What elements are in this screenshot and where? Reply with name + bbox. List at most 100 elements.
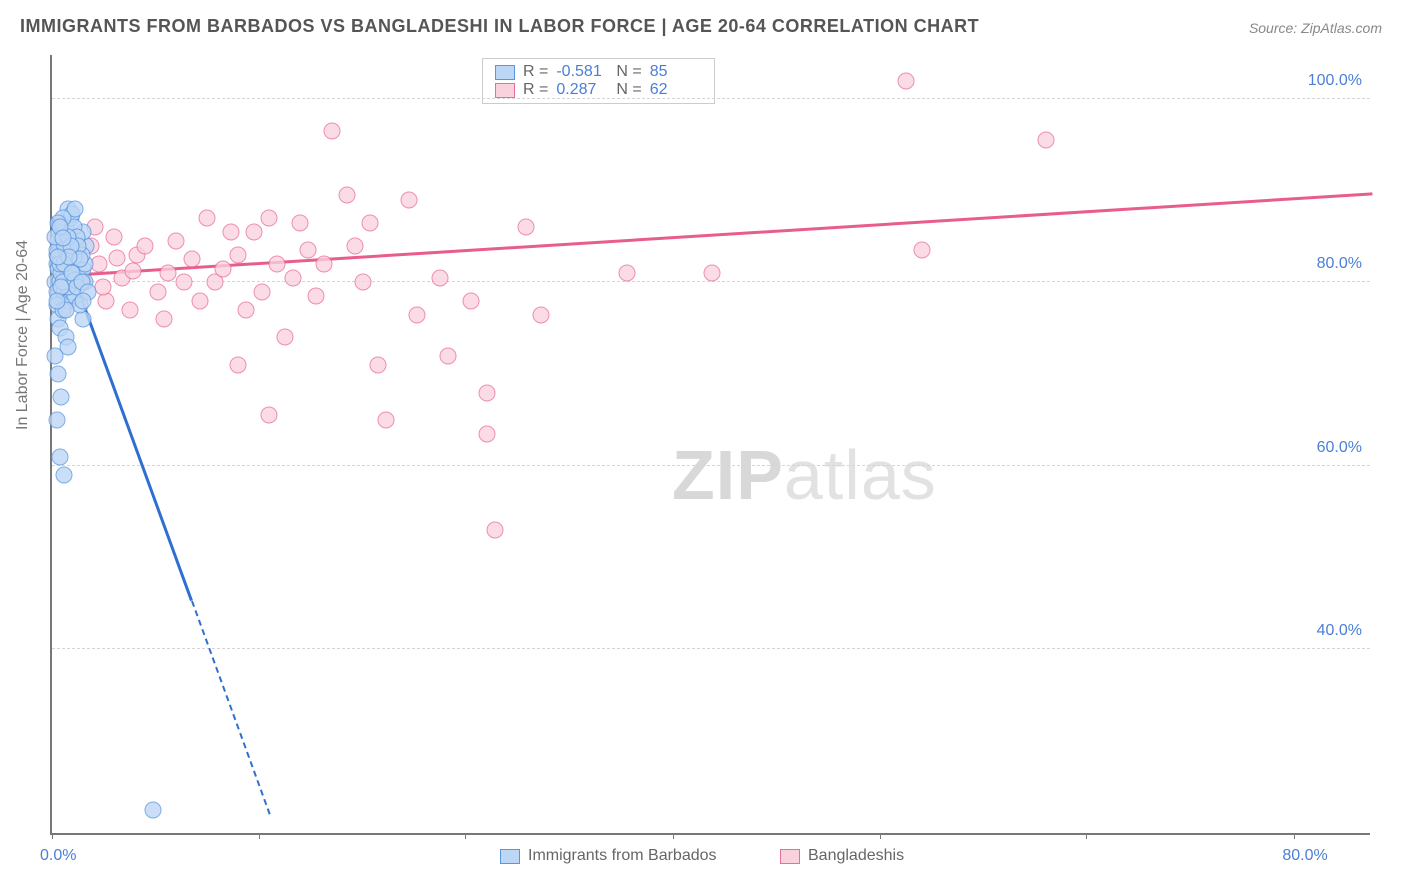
data-point <box>346 237 363 254</box>
data-point <box>75 292 92 309</box>
data-point <box>261 210 278 227</box>
data-point <box>50 248 67 265</box>
legend-n-label: N = <box>616 63 641 81</box>
y-tick-label: 80.0% <box>1317 255 1362 273</box>
data-point <box>486 522 503 539</box>
y-tick-label: 100.0% <box>1308 72 1362 90</box>
legend-r-value: -0.581 <box>556 63 608 81</box>
x-tick-mark <box>465 833 466 839</box>
chart-title: IMMIGRANTS FROM BARBADOS VS BANGLADESHI … <box>20 16 979 37</box>
legend-swatch <box>500 849 520 864</box>
y-tick-label: 40.0% <box>1317 622 1362 640</box>
data-point <box>440 347 457 364</box>
data-point <box>339 187 356 204</box>
source-attribution: Source: ZipAtlas.com <box>1249 20 1382 36</box>
data-point <box>478 425 495 442</box>
data-point <box>47 347 64 364</box>
data-point <box>222 223 239 240</box>
gridline-h <box>52 465 1370 466</box>
data-point <box>56 467 73 484</box>
x-tick-mark <box>259 833 260 839</box>
data-point <box>106 228 123 245</box>
data-point <box>149 283 166 300</box>
data-point <box>95 279 112 296</box>
legend-series-label: Bangladeshis <box>808 847 904 865</box>
legend-n-value: 62 <box>650 81 702 99</box>
data-point <box>323 123 340 140</box>
data-point <box>144 802 161 819</box>
x-tick-label: 80.0% <box>1282 847 1327 865</box>
legend-n-value: 85 <box>650 63 702 81</box>
x-tick-mark <box>880 833 881 839</box>
watermark-rest: atlas <box>784 436 937 514</box>
data-point <box>377 412 394 429</box>
data-point <box>48 292 65 309</box>
data-point <box>230 246 247 263</box>
data-point <box>183 251 200 268</box>
data-point <box>284 269 301 286</box>
data-point <box>432 269 449 286</box>
data-point <box>121 301 138 318</box>
y-tick-label: 60.0% <box>1317 439 1362 457</box>
x-tick-mark <box>1294 833 1295 839</box>
legend-series-label: Immigrants from Barbados <box>528 847 717 865</box>
data-point <box>1037 132 1054 149</box>
gridline-h <box>52 648 1370 649</box>
data-point <box>913 242 930 259</box>
data-point <box>109 249 126 266</box>
data-point <box>354 274 371 291</box>
data-point <box>308 288 325 305</box>
watermark: ZIPatlas <box>672 435 937 515</box>
data-point <box>463 292 480 309</box>
data-point <box>124 263 141 280</box>
data-point <box>276 329 293 346</box>
legend-r-label: R = <box>523 81 548 99</box>
legend-swatch <box>495 83 515 98</box>
legend-row: R = 0.287 N = 62 <box>495 81 702 99</box>
data-point <box>517 219 534 236</box>
trend-line <box>191 600 271 814</box>
x-tick-mark <box>1086 833 1087 839</box>
data-point <box>137 237 154 254</box>
data-point <box>478 384 495 401</box>
data-point <box>898 72 915 89</box>
legend-swatch <box>495 65 515 80</box>
data-point <box>253 283 270 300</box>
data-point <box>51 448 68 465</box>
data-point <box>160 265 177 282</box>
data-point <box>300 242 317 259</box>
x-tick-label: 0.0% <box>40 847 76 865</box>
legend-r-label: R = <box>523 63 548 81</box>
legend-n-label: N = <box>616 81 641 99</box>
data-point <box>292 214 309 231</box>
data-point <box>50 366 67 383</box>
data-point <box>245 223 262 240</box>
data-point <box>54 230 71 247</box>
data-point <box>168 233 185 250</box>
legend-bottom-item: Bangladeshis <box>780 847 904 865</box>
data-point <box>214 260 231 277</box>
data-point <box>48 412 65 429</box>
legend-swatch <box>780 849 800 864</box>
legend-r-value: 0.287 <box>556 81 608 99</box>
data-point <box>238 301 255 318</box>
legend-bottom-item: Immigrants from Barbados <box>500 847 717 865</box>
data-point <box>191 292 208 309</box>
data-point <box>618 265 635 282</box>
watermark-bold: ZIP <box>672 436 784 514</box>
plot-area: ZIPatlas R = -0.581 N = 85 R = 0.287 N = 62 40.… <box>50 55 1370 835</box>
data-point <box>176 274 193 291</box>
data-point <box>230 357 247 374</box>
data-point <box>370 357 387 374</box>
data-point <box>155 311 172 328</box>
gridline-h <box>52 98 1370 99</box>
y-axis-label: In Labor Force | Age 20-64 <box>14 240 32 430</box>
data-point <box>704 265 721 282</box>
data-point <box>362 214 379 231</box>
x-tick-mark <box>673 833 674 839</box>
data-point <box>269 256 286 273</box>
data-point <box>53 389 70 406</box>
data-point <box>533 306 550 323</box>
data-point <box>401 191 418 208</box>
data-point <box>261 407 278 424</box>
